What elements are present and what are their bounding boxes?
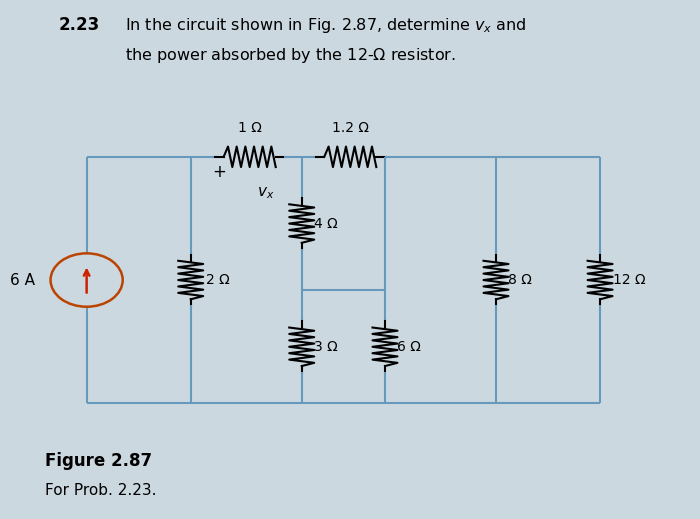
Text: For Prob. 2.23.: For Prob. 2.23. <box>45 483 157 498</box>
Text: $v_x$: $v_x$ <box>257 185 274 201</box>
Text: 2.23: 2.23 <box>59 16 100 34</box>
Text: In the circuit shown in Fig. 2.87, determine $v_x$ and: In the circuit shown in Fig. 2.87, deter… <box>125 16 526 35</box>
Text: Figure 2.87: Figure 2.87 <box>45 452 152 470</box>
Text: 1.2 Ω: 1.2 Ω <box>332 121 369 135</box>
Text: the power absorbed by the 12-$\Omega$ resistor.: the power absorbed by the 12-$\Omega$ re… <box>125 46 456 65</box>
Text: 12 Ω: 12 Ω <box>612 273 645 287</box>
Text: 8 Ω: 8 Ω <box>508 273 533 287</box>
Text: 2 Ω: 2 Ω <box>206 273 230 287</box>
Text: 3 Ω: 3 Ω <box>314 340 338 354</box>
Text: 4 Ω: 4 Ω <box>314 216 338 230</box>
Text: +: + <box>212 163 225 181</box>
Text: 1 Ω: 1 Ω <box>238 121 262 135</box>
Text: 6 A: 6 A <box>10 272 34 288</box>
Text: 6 Ω: 6 Ω <box>398 340 421 354</box>
